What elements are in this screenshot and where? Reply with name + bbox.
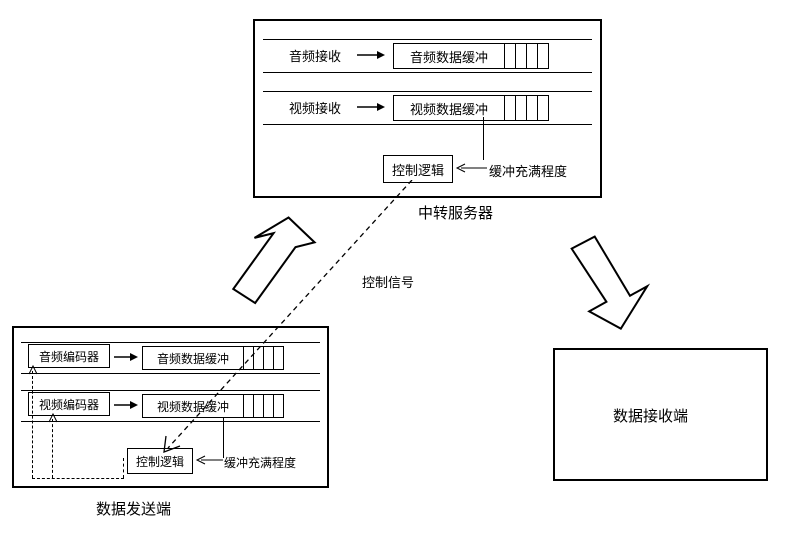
- buffer-slot: [516, 43, 527, 69]
- relay-fullness-label: 缓冲充满程度: [489, 161, 567, 180]
- dashed-arrowhead-aenc: [27, 364, 39, 376]
- sender-title: 数据发送端: [96, 498, 171, 519]
- arrow-venc-to-buf: [112, 399, 138, 411]
- buffer-slot: [516, 95, 527, 121]
- buffer-slot: [527, 95, 538, 121]
- relay-audio-buffer: 音频数据缓冲: [393, 43, 549, 67]
- relay-buf-to-fullness-line: [483, 117, 484, 160]
- block-arrow-relay-to-receiver: [555, 225, 675, 345]
- sender-video-encoder: 视频编码器: [28, 392, 110, 416]
- control-signal-label: 控制信号: [362, 272, 414, 291]
- buffer-slot: [527, 43, 538, 69]
- relay-audio-rx-label: 音频接收: [289, 46, 341, 65]
- dashed-ctrl-up-aenc: [32, 371, 33, 478]
- dashed-arrowhead-venc: [47, 412, 59, 424]
- relay-video-buffer: 视频数据缓冲: [393, 95, 549, 119]
- dashed-ctrl-left: [32, 478, 124, 479]
- dashed-ctrl-up-venc: [52, 419, 53, 478]
- relay-server-box: 音频接收 音频数据缓冲 视频接收 视频数据缓冲 控制逻辑 缓冲充满程度: [253, 19, 602, 198]
- relay-title: 中转服务器: [418, 202, 493, 223]
- buffer-slot: [538, 43, 549, 69]
- relay-audio-buf-label: 音频数据缓冲: [393, 43, 505, 69]
- relay-video-rx-label: 视频接收: [289, 98, 341, 117]
- sender-audio-encoder: 音频编码器: [28, 344, 110, 368]
- arrow-fullness-relay: [453, 162, 487, 174]
- buffer-slot: [538, 95, 549, 121]
- receiver-title: 数据接收端: [613, 405, 688, 426]
- relay-control-logic: 控制逻辑: [383, 155, 453, 183]
- relay-video-buf-label: 视频数据缓冲: [393, 95, 505, 121]
- arrow-video-rx-to-buf: [355, 101, 385, 113]
- arrow-aenc-to-buf: [112, 351, 138, 363]
- arrow-audio-rx-to-buf: [355, 49, 385, 61]
- buffer-slot: [505, 43, 516, 69]
- dashed-ctrl-down: [123, 458, 124, 478]
- control-signal-dashed: [160, 180, 420, 460]
- buffer-slot: [505, 95, 516, 121]
